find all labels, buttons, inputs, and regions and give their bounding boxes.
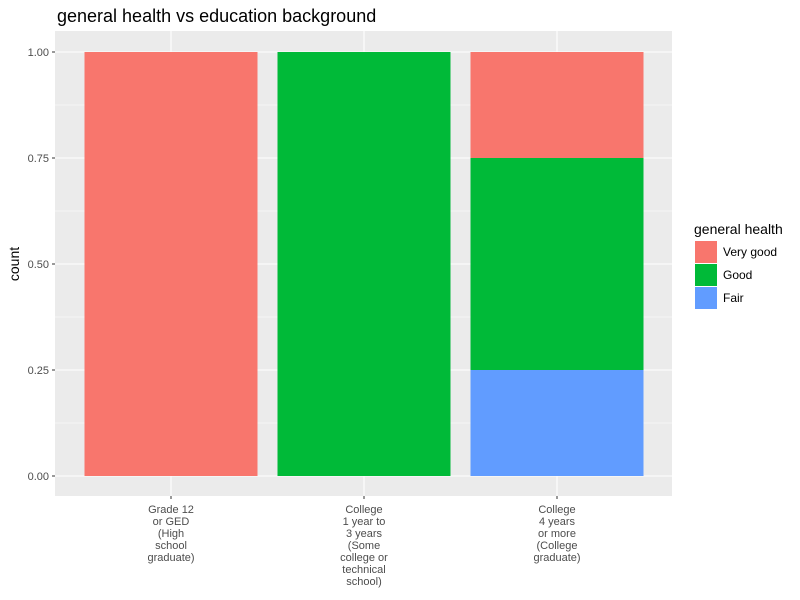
bar-segment-good <box>470 158 644 370</box>
legend: general health Very good Good Fair <box>694 221 783 309</box>
chart-title: general health vs education background <box>57 6 376 26</box>
y-axis-ticks: 0.00 0.25 0.50 0.75 1.00 <box>28 47 55 483</box>
legend-title: general health <box>694 221 783 237</box>
bar-segment-fair <box>470 370 644 476</box>
bars <box>84 52 644 476</box>
bar-segment-good <box>277 52 451 476</box>
x-tick-label: College 4 years or more (College graduate) <box>533 504 580 564</box>
bar-segment-very-good <box>84 52 258 476</box>
y-tick-label: 0.75 <box>28 153 49 165</box>
y-tick-label: 1.00 <box>28 47 49 59</box>
legend-label: Fair <box>723 291 744 305</box>
y-axis-title: count <box>6 247 22 281</box>
legend-item-fair: Fair <box>695 287 744 309</box>
legend-item-very-good: Very good <box>695 241 777 263</box>
x-tick-label: Grade 12 or GED (High school graduate) <box>147 504 194 564</box>
x-axis-ticks: Grade 12 or GED (High school graduate) Colleg… <box>147 496 581 588</box>
y-tick-label: 0.25 <box>28 365 49 377</box>
bar-segment-very-good <box>470 52 644 158</box>
y-tick-label: 0.50 <box>28 259 49 271</box>
legend-label: Good <box>723 268 752 282</box>
legend-swatch <box>695 241 717 263</box>
legend-swatch <box>695 264 717 286</box>
legend-item-good: Good <box>695 264 752 286</box>
x-tick-label: College 1 year to 3 years (Some college or te… <box>340 504 388 588</box>
legend-swatch <box>695 287 717 309</box>
y-tick-label: 0.00 <box>28 471 49 483</box>
legend-label: Very good <box>723 245 777 259</box>
